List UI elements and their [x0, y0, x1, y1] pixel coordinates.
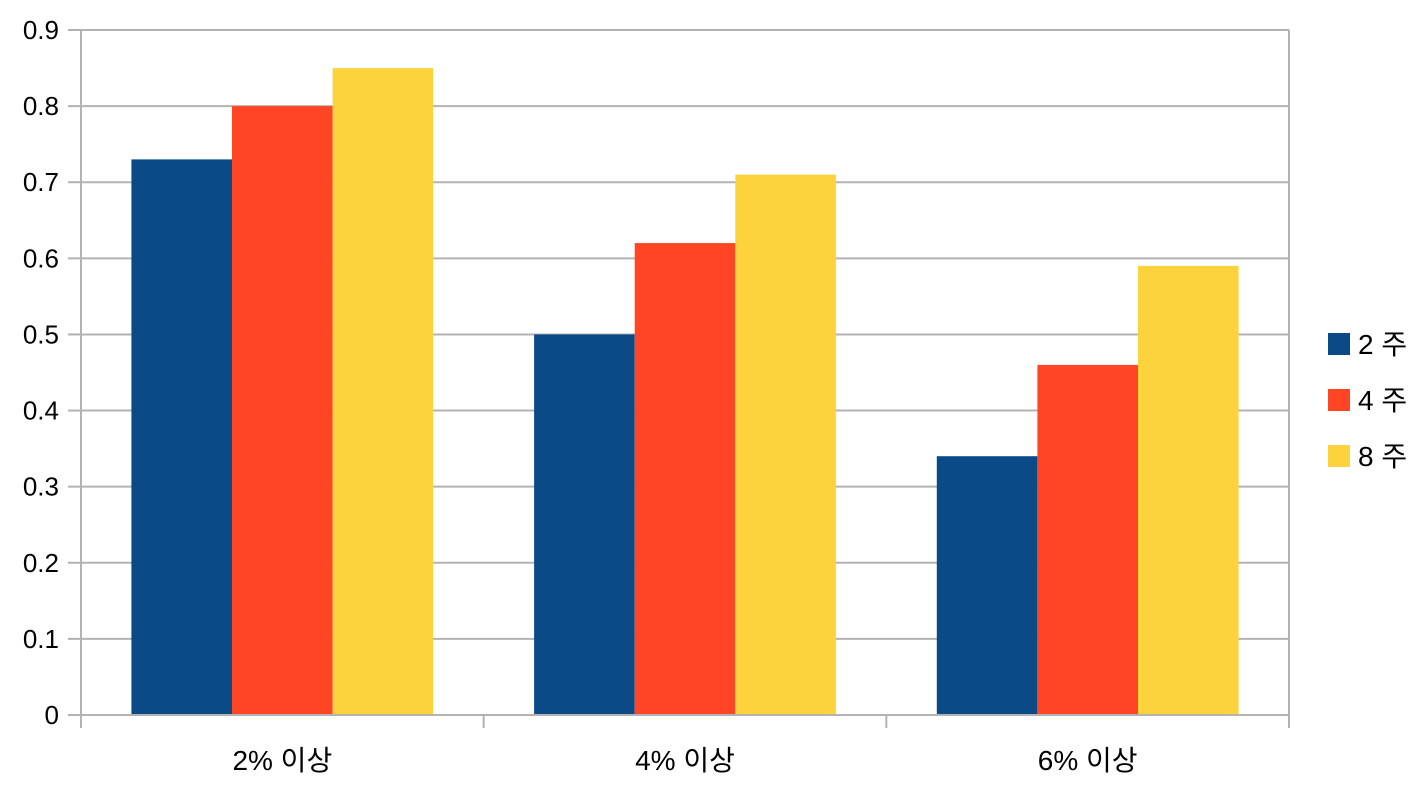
- bar: [634, 243, 736, 715]
- x-category-labels: 2% 이상 4% 이상 6% 이상: [232, 745, 1137, 776]
- y-tick-labels: 0 0.1 0.2 0.3 0.4 0.5 0.6 0.7 0.8 0.9: [23, 15, 59, 730]
- bar: [1138, 265, 1239, 715]
- legend-label: 4 주: [1358, 385, 1407, 416]
- x-category-label: 6% 이상: [1038, 745, 1138, 776]
- y-tick-label: 0.7: [23, 167, 59, 197]
- legend-swatch: [1328, 445, 1350, 467]
- legend-swatch: [1328, 333, 1350, 355]
- y-tick-label: 0.3: [23, 472, 59, 502]
- x-category-label: 2% 이상: [232, 745, 332, 776]
- bar: [534, 334, 635, 715]
- bar: [1037, 364, 1138, 715]
- y-tick-label: 0.4: [23, 396, 59, 426]
- y-tick-label: 0.8: [23, 91, 59, 121]
- y-tick-label: 0.9: [23, 15, 59, 45]
- bar: [232, 106, 333, 716]
- legend: 2 주 4 주 8 주: [1328, 329, 1407, 472]
- bar: [131, 159, 232, 715]
- legend-label: 2 주: [1358, 329, 1407, 360]
- y-tick-label: 0.5: [23, 319, 59, 349]
- bar: [735, 174, 836, 716]
- x-category-label: 4% 이상: [635, 745, 735, 776]
- y-tick-label: 0.6: [23, 243, 59, 273]
- legend-swatch: [1328, 389, 1350, 411]
- bar: [936, 456, 1038, 715]
- bar: [332, 68, 434, 716]
- legend-label: 8 주: [1358, 441, 1407, 472]
- y-tick-label: 0.1: [23, 624, 59, 654]
- y-tick-label: 0.2: [23, 548, 59, 578]
- axes: [68, 29, 1290, 728]
- bars: [131, 68, 1239, 716]
- y-tick-label: 0: [45, 700, 59, 730]
